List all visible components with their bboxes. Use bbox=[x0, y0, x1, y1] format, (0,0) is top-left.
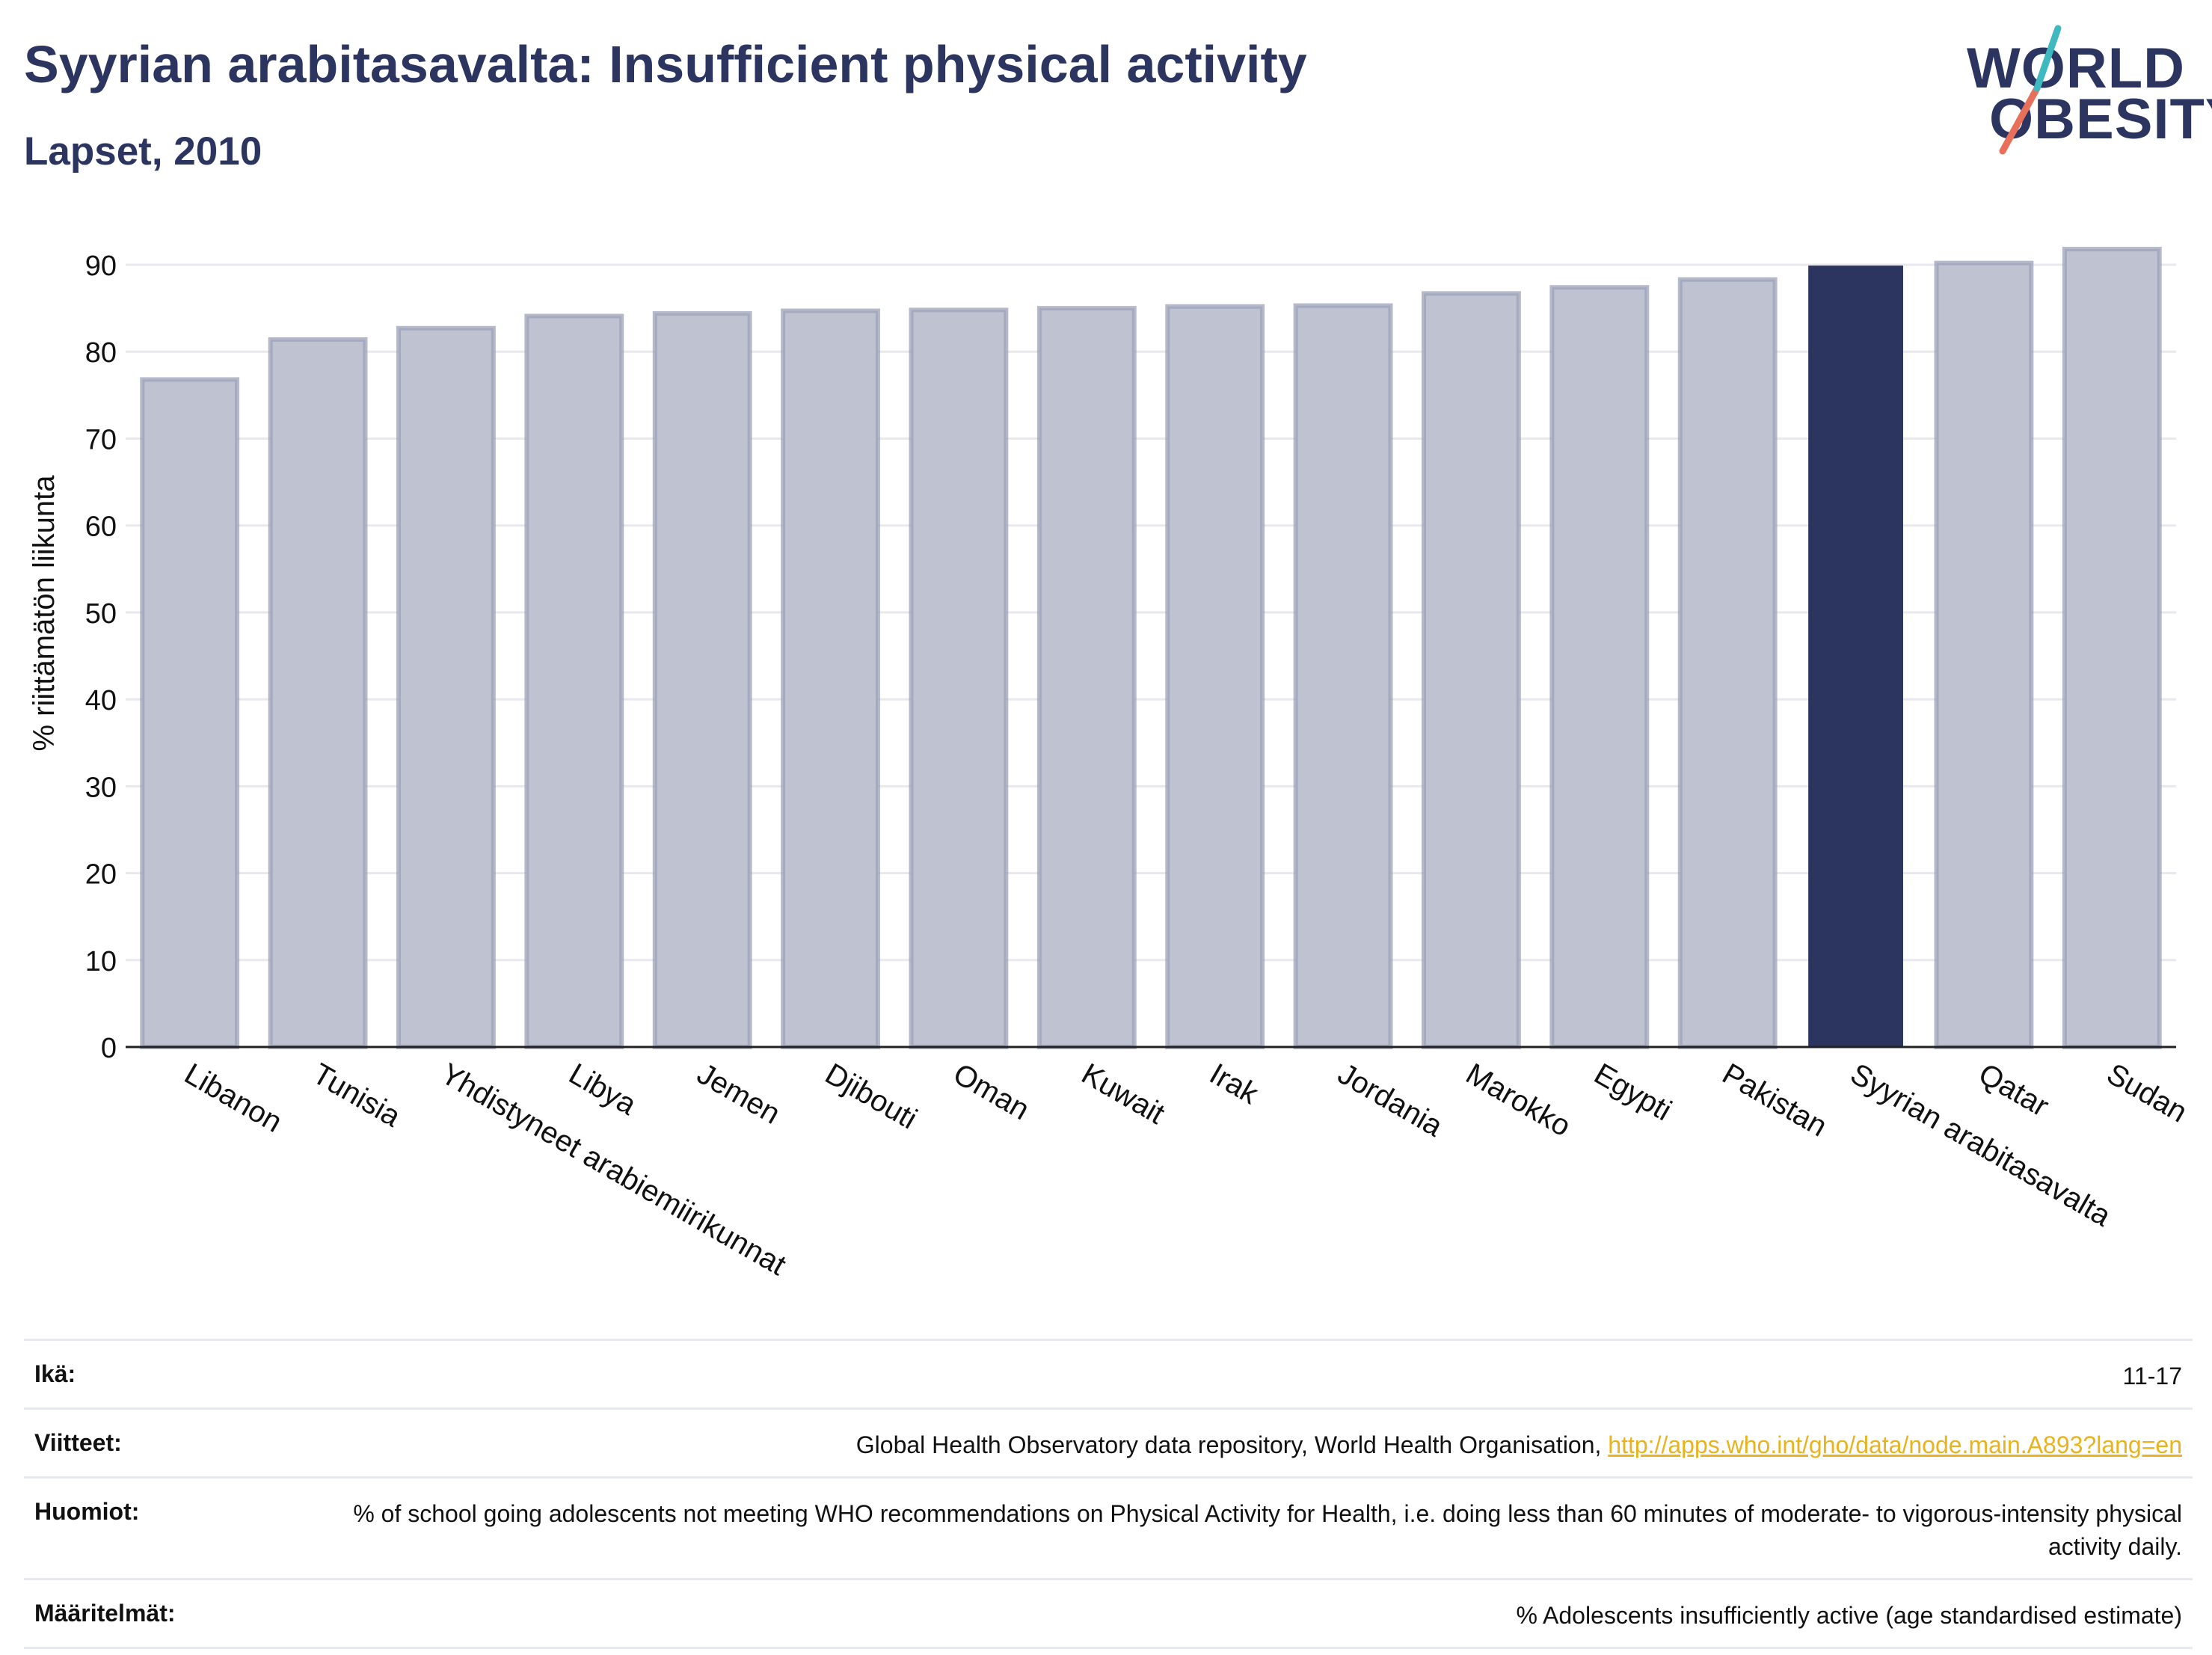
definitions-label: Määritelmät: bbox=[34, 1599, 176, 1627]
y-tick-label: 20 bbox=[85, 859, 117, 891]
x-tick-label: Jordania bbox=[1333, 1057, 1449, 1143]
y-tick-label: 50 bbox=[85, 598, 117, 630]
x-tick-label: Sudan bbox=[2101, 1057, 2193, 1129]
x-tick-label: Libanon bbox=[179, 1057, 287, 1139]
references-link[interactable]: http://apps.who.int/gho/data/node.main.A… bbox=[1608, 1431, 2182, 1459]
x-tick-label: Libya bbox=[563, 1057, 642, 1122]
definitions-value: % Adolescents insufficiently active (age… bbox=[1516, 1601, 2182, 1629]
bar[interactable] bbox=[781, 308, 880, 1049]
y-tick-label: 40 bbox=[85, 685, 117, 716]
y-axis-label: % riittämätön liikunta bbox=[28, 475, 61, 752]
bar[interactable] bbox=[268, 337, 368, 1049]
meta-row-age: Ikä: 11-17 bbox=[24, 1339, 2193, 1407]
bar[interactable] bbox=[396, 325, 496, 1049]
age-label: Ikä: bbox=[34, 1360, 76, 1387]
x-tick-label: Tunisia bbox=[307, 1057, 407, 1134]
world-obesity-logo[interactable]: WORLD OBESITY bbox=[1956, 22, 2212, 157]
y-tick-label: 30 bbox=[85, 772, 117, 803]
references-text: Global Health Observatory data repositor… bbox=[855, 1431, 1609, 1459]
meta-row-references: Viitteet: Global Health Observatory data… bbox=[24, 1407, 2193, 1476]
bar-highlight[interactable] bbox=[1808, 265, 1903, 1047]
bar[interactable] bbox=[2062, 247, 2162, 1050]
x-tick-label: Pakistan bbox=[1717, 1057, 1833, 1143]
x-tick-label: Kuwait bbox=[1076, 1057, 1170, 1131]
bar[interactable] bbox=[1422, 291, 1521, 1049]
x-tick-label: Jemen bbox=[692, 1057, 786, 1131]
y-tick-label: 70 bbox=[85, 424, 117, 455]
age-value: 11-17 bbox=[2122, 1363, 2182, 1390]
meta-row-definitions: Määritelmät: % Adolescents insufficientl… bbox=[24, 1577, 2193, 1649]
chart-subtitle: Lapset, 2010 bbox=[24, 129, 262, 174]
x-tick-label: Irak bbox=[1204, 1057, 1265, 1111]
bar[interactable] bbox=[1549, 285, 1650, 1049]
y-tick-label: 80 bbox=[85, 337, 117, 369]
y-tick-label: 10 bbox=[85, 946, 117, 977]
chart-title: Syyrian arabitasavalta: Insufficient phy… bbox=[24, 35, 1307, 93]
bar[interactable] bbox=[524, 313, 624, 1049]
notes-label: Huomiot: bbox=[34, 1498, 140, 1526]
x-tick-label: Oman bbox=[947, 1057, 1034, 1127]
y-tick-label: 90 bbox=[85, 251, 117, 282]
references-label: Viitteet: bbox=[34, 1429, 122, 1457]
metadata-table: Ikä: 11-17 Viitteet: Global Health Obser… bbox=[24, 1339, 2193, 1649]
bar[interactable] bbox=[1677, 277, 1778, 1049]
x-tick-label: Marokko bbox=[1460, 1057, 1576, 1143]
notes-value: % of school going adolescents not meetin… bbox=[353, 1500, 2182, 1560]
bar[interactable] bbox=[652, 311, 752, 1049]
y-tick-label: 60 bbox=[85, 512, 117, 543]
bar[interactable] bbox=[909, 307, 1009, 1049]
logo-line2: OBESITY bbox=[1989, 87, 2212, 151]
meta-row-notes: Huomiot: % of school going adolescents n… bbox=[24, 1476, 2193, 1577]
bars bbox=[140, 247, 2162, 1050]
bar[interactable] bbox=[1165, 304, 1265, 1049]
logo-line1: WORLD bbox=[1967, 37, 2186, 100]
x-tick-label: Djibouti bbox=[820, 1057, 923, 1136]
bar[interactable] bbox=[1934, 260, 2034, 1050]
bar[interactable] bbox=[1293, 303, 1393, 1049]
bar[interactable] bbox=[1036, 306, 1137, 1050]
logo-slash-icon bbox=[1999, 25, 2062, 155]
references-value: Global Health Observatory data repositor… bbox=[856, 1429, 2182, 1461]
x-tick-label: Qatar bbox=[1973, 1057, 2054, 1123]
x-tick-label: Egypti bbox=[1588, 1057, 1677, 1128]
bar[interactable] bbox=[140, 377, 240, 1049]
y-tick-label: 0 bbox=[101, 1033, 117, 1064]
